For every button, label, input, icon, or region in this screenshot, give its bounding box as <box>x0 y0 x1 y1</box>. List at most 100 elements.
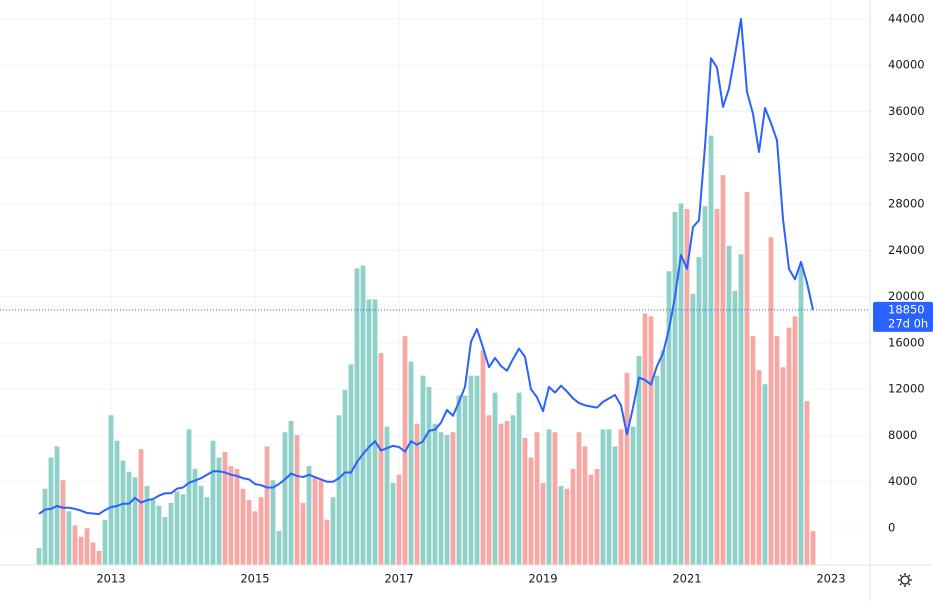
volume-bar <box>120 460 126 565</box>
volume-bar <box>96 550 102 565</box>
volume-bar <box>600 429 606 565</box>
volume-bar <box>480 350 486 565</box>
volume-bar <box>672 211 678 565</box>
volume-bar <box>666 271 672 565</box>
volume-bar <box>612 446 618 565</box>
volume-bar <box>564 488 570 565</box>
volume-bar <box>714 209 720 566</box>
volume-bar <box>366 299 372 565</box>
volume-bar <box>654 375 660 565</box>
volume-bar <box>234 468 240 565</box>
volume-bar <box>426 387 432 565</box>
y-tick-label: 36000 <box>888 104 925 118</box>
volume-bar <box>270 480 276 565</box>
volume-bar <box>282 432 288 565</box>
y-tick-label: 16000 <box>888 335 925 349</box>
volume-bar <box>300 502 306 565</box>
volume-bar <box>102 519 108 565</box>
volume-bar <box>36 548 42 565</box>
volume-bar <box>630 426 636 565</box>
volume-bar <box>606 429 612 565</box>
volume-bar <box>354 268 360 565</box>
volume-bar <box>222 452 228 565</box>
x-tick-label: 2015 <box>240 572 269 586</box>
volume-bar <box>132 477 138 565</box>
volume-bar <box>696 257 702 565</box>
volume-bar <box>318 480 324 565</box>
volume-bar <box>228 466 234 565</box>
last-price-tag <box>873 301 933 332</box>
volume-bar <box>780 367 786 565</box>
volume-bar <box>648 316 654 565</box>
volume-bar <box>240 488 246 565</box>
settings-icon-ring <box>900 575 910 585</box>
volume-bar <box>78 536 84 565</box>
y-tick-label: 0 <box>888 520 895 534</box>
volume-bar <box>210 440 216 565</box>
volume-bar <box>108 415 114 565</box>
volume-bar <box>510 415 516 565</box>
volume-bar <box>360 265 366 565</box>
volume-bar <box>678 203 684 565</box>
volume-bar <box>378 353 384 565</box>
volume-bar <box>258 497 264 565</box>
y-tick-label: 32000 <box>888 150 925 164</box>
volume-bar <box>570 468 576 565</box>
volume-bar <box>738 254 744 565</box>
volume-bar <box>66 511 72 565</box>
volume-bar <box>432 423 438 565</box>
volume-bar <box>558 485 564 565</box>
volume-bar <box>450 432 456 565</box>
x-tick-label: 2021 <box>672 572 701 586</box>
volume-bar <box>762 384 768 565</box>
volume-bar <box>642 313 648 565</box>
volume-bar <box>330 497 336 565</box>
volume-bar <box>126 471 132 565</box>
volume-bar <box>114 440 120 565</box>
volume-bar <box>264 446 270 565</box>
volume-bar <box>732 290 738 565</box>
volume-bar <box>372 299 378 565</box>
volume-bar <box>516 392 522 565</box>
volume-bar <box>276 531 282 565</box>
volume-bar <box>444 435 450 565</box>
volume-bar <box>768 237 774 566</box>
volume-bar <box>804 401 810 565</box>
volume-bar <box>408 361 414 565</box>
volume-bar <box>246 500 252 565</box>
volume-bar <box>552 432 558 565</box>
y-tick-label: 28000 <box>888 197 925 211</box>
volume-bar <box>726 245 732 565</box>
volume-bar <box>456 395 462 565</box>
volume-bar <box>618 429 624 565</box>
volume-bar <box>522 437 528 565</box>
volume-bar <box>594 468 600 565</box>
volume-bar <box>756 370 762 565</box>
y-tick-label: 44000 <box>888 11 925 25</box>
volume-bar <box>420 375 426 565</box>
volume-bar <box>720 175 726 565</box>
x-tick-label: 2023 <box>816 572 845 586</box>
volume-bar <box>186 429 192 565</box>
volume-bar <box>744 192 750 565</box>
settings-icon[interactable] <box>898 573 912 587</box>
volume-bar <box>540 483 546 565</box>
countdown-label: 27d 0h <box>888 316 928 330</box>
volume-bar <box>288 420 294 565</box>
volume-bar <box>702 206 708 565</box>
volume-bar <box>174 491 180 565</box>
volume-bar <box>810 531 816 565</box>
volume-bar <box>582 446 588 565</box>
volume-bar <box>462 395 468 565</box>
volume-bar <box>486 415 492 565</box>
volume-bar <box>636 355 642 565</box>
volume-bar <box>546 429 552 565</box>
x-tick-label: 2017 <box>384 572 413 586</box>
volume-bar <box>708 135 714 565</box>
volume-bar <box>534 432 540 565</box>
volume-bar <box>474 375 480 565</box>
volume-bar <box>438 432 444 565</box>
volume-bar <box>624 372 630 565</box>
volume-bar <box>192 468 198 565</box>
last-price-label: 18850 <box>888 302 925 316</box>
